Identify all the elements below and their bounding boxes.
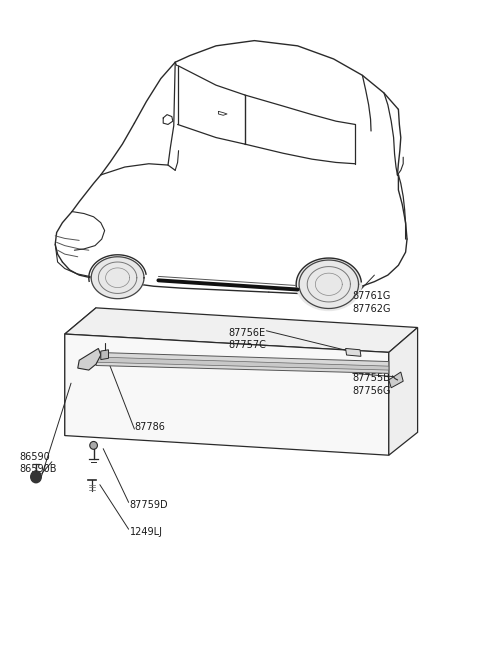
- Text: 1249LJ: 1249LJ: [130, 527, 163, 537]
- Text: 87759D: 87759D: [130, 500, 168, 510]
- Polygon shape: [78, 348, 101, 370]
- Polygon shape: [96, 352, 389, 373]
- Text: 87756E
87757C: 87756E 87757C: [228, 328, 266, 350]
- Polygon shape: [65, 308, 418, 352]
- Polygon shape: [96, 357, 389, 370]
- Polygon shape: [101, 350, 108, 360]
- Ellipse shape: [91, 257, 144, 299]
- Text: 87786: 87786: [134, 422, 165, 432]
- Ellipse shape: [90, 441, 97, 449]
- Polygon shape: [389, 372, 403, 388]
- Polygon shape: [389, 328, 418, 455]
- Polygon shape: [65, 308, 96, 436]
- Text: 87761G
87762G: 87761G 87762G: [353, 291, 391, 314]
- Ellipse shape: [296, 258, 361, 310]
- Text: 86590
86590B: 86590 86590B: [19, 452, 57, 474]
- Text: 87755B
87756G: 87755B 87756G: [353, 373, 391, 396]
- Polygon shape: [65, 334, 389, 455]
- Polygon shape: [346, 348, 361, 356]
- Ellipse shape: [31, 471, 41, 483]
